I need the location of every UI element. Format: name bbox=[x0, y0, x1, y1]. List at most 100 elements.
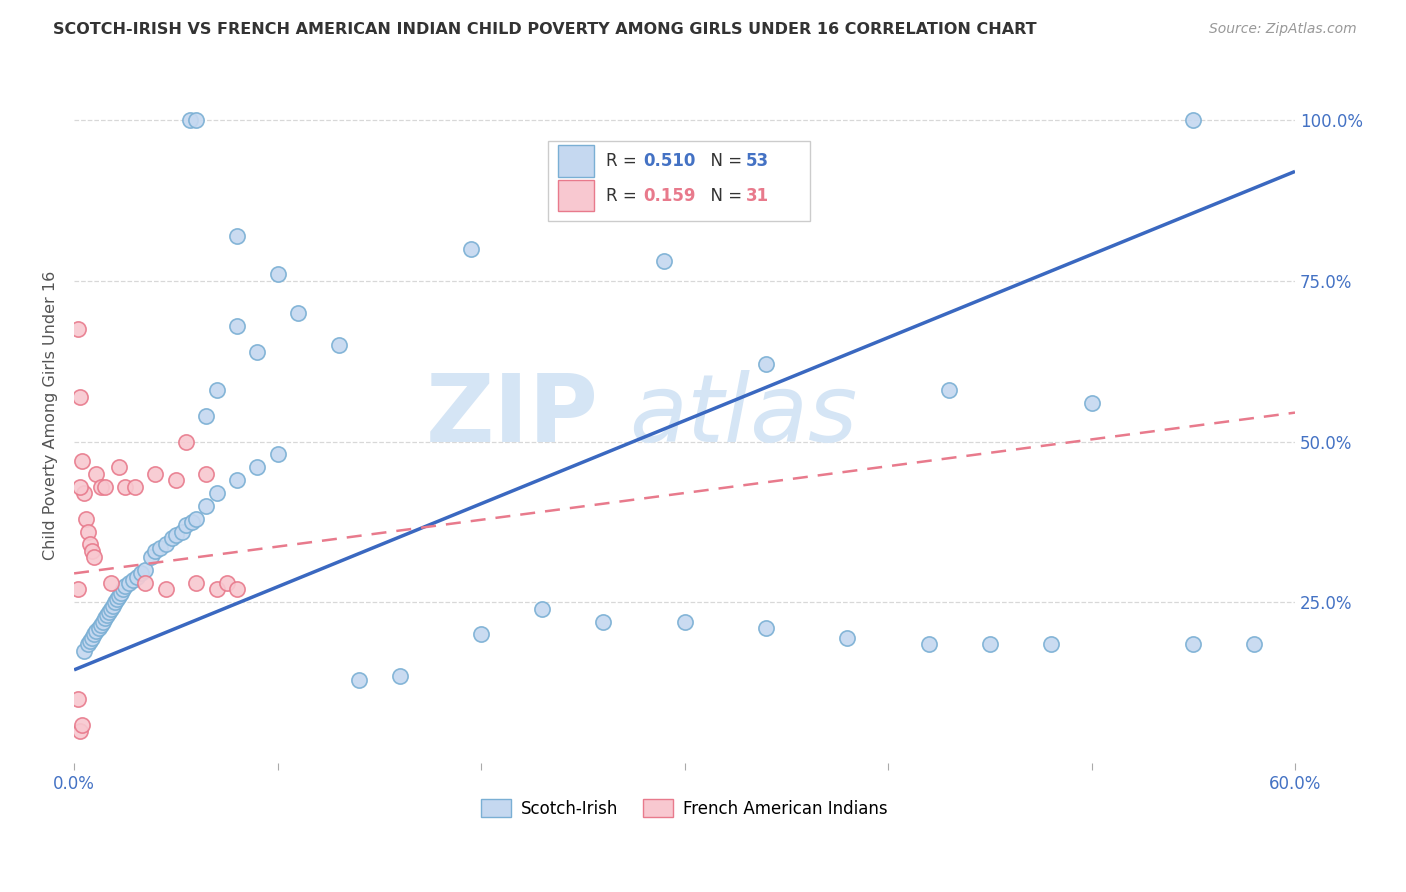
Point bbox=[69, 479, 91, 493]
Point bbox=[938, 383, 960, 397]
Point bbox=[100, 576, 122, 591]
Point bbox=[82, 631, 104, 645]
Y-axis label: Child Poverty Among Girls Under 16: Child Poverty Among Girls Under 16 bbox=[44, 271, 58, 560]
FancyBboxPatch shape bbox=[548, 142, 810, 221]
Point bbox=[127, 569, 149, 583]
Point bbox=[195, 467, 218, 481]
Point bbox=[1039, 637, 1062, 651]
Text: 0.510: 0.510 bbox=[643, 152, 696, 169]
Point bbox=[186, 576, 208, 591]
Point bbox=[134, 576, 156, 591]
Point bbox=[205, 582, 228, 597]
Point bbox=[225, 582, 247, 597]
Point bbox=[155, 582, 177, 597]
Point bbox=[86, 624, 108, 639]
Point bbox=[160, 531, 183, 545]
Point bbox=[1182, 112, 1205, 127]
Point bbox=[108, 589, 131, 603]
FancyBboxPatch shape bbox=[558, 180, 595, 211]
Text: 0.159: 0.159 bbox=[643, 186, 696, 204]
Point bbox=[110, 585, 132, 599]
Point bbox=[69, 723, 91, 738]
Point bbox=[225, 318, 247, 333]
Point bbox=[246, 344, 269, 359]
Point bbox=[246, 460, 269, 475]
Point bbox=[837, 631, 859, 645]
Point bbox=[129, 566, 152, 581]
Point bbox=[266, 268, 288, 282]
Point bbox=[215, 576, 238, 591]
Point bbox=[470, 627, 492, 641]
Point bbox=[75, 512, 97, 526]
Point bbox=[652, 254, 675, 268]
Point bbox=[979, 637, 1001, 651]
Point bbox=[181, 515, 204, 529]
Point bbox=[70, 454, 93, 468]
Point bbox=[287, 306, 309, 320]
Point bbox=[592, 615, 614, 629]
Point bbox=[104, 595, 127, 609]
Point bbox=[673, 615, 696, 629]
Point bbox=[70, 717, 93, 731]
Text: 53: 53 bbox=[745, 152, 769, 169]
Point bbox=[77, 637, 100, 651]
Point bbox=[1243, 637, 1265, 651]
Point bbox=[69, 390, 91, 404]
Point bbox=[174, 434, 197, 449]
Point bbox=[141, 550, 163, 565]
Point bbox=[97, 605, 120, 619]
Point bbox=[83, 627, 105, 641]
Point bbox=[1080, 396, 1102, 410]
Point bbox=[100, 601, 122, 615]
Point bbox=[90, 479, 112, 493]
Point bbox=[145, 467, 167, 481]
Point bbox=[105, 592, 128, 607]
Point bbox=[174, 518, 197, 533]
Text: SCOTCH-IRISH VS FRENCH AMERICAN INDIAN CHILD POVERTY AMONG GIRLS UNDER 16 CORREL: SCOTCH-IRISH VS FRENCH AMERICAN INDIAN C… bbox=[53, 22, 1038, 37]
Point bbox=[1182, 637, 1205, 651]
Point bbox=[347, 673, 370, 687]
Point bbox=[205, 486, 228, 500]
Point bbox=[101, 599, 124, 613]
Point bbox=[148, 541, 170, 555]
Point bbox=[186, 112, 208, 127]
Point bbox=[145, 544, 167, 558]
Point bbox=[179, 112, 201, 127]
Point bbox=[83, 550, 105, 565]
Point bbox=[67, 582, 90, 597]
Point bbox=[122, 573, 145, 587]
Point bbox=[755, 357, 778, 371]
Point bbox=[108, 460, 131, 475]
Point bbox=[134, 563, 156, 577]
Point bbox=[124, 479, 146, 493]
Point bbox=[73, 643, 96, 657]
Point bbox=[93, 611, 115, 625]
Point bbox=[225, 228, 247, 243]
Point bbox=[155, 537, 177, 551]
Point bbox=[918, 637, 941, 651]
Point bbox=[93, 479, 115, 493]
Point bbox=[73, 486, 96, 500]
Text: N =: N = bbox=[700, 152, 748, 169]
Point bbox=[165, 528, 187, 542]
Point bbox=[118, 576, 141, 591]
Point bbox=[225, 473, 247, 487]
Point bbox=[77, 524, 100, 539]
Point bbox=[91, 615, 114, 629]
Point bbox=[195, 499, 218, 513]
Text: atlas: atlas bbox=[630, 370, 858, 461]
Point bbox=[186, 512, 208, 526]
Point bbox=[114, 479, 136, 493]
Text: ZIP: ZIP bbox=[426, 370, 599, 462]
Point bbox=[388, 669, 411, 683]
Point bbox=[165, 473, 187, 487]
Legend: Scotch-Irish, French American Indians: Scotch-Irish, French American Indians bbox=[474, 793, 894, 824]
Text: R =: R = bbox=[606, 152, 643, 169]
Point bbox=[111, 582, 134, 597]
Point bbox=[67, 322, 90, 336]
Point bbox=[79, 537, 101, 551]
Point bbox=[114, 579, 136, 593]
Text: N =: N = bbox=[700, 186, 748, 204]
Point bbox=[90, 618, 112, 632]
Text: Source: ZipAtlas.com: Source: ZipAtlas.com bbox=[1209, 22, 1357, 37]
